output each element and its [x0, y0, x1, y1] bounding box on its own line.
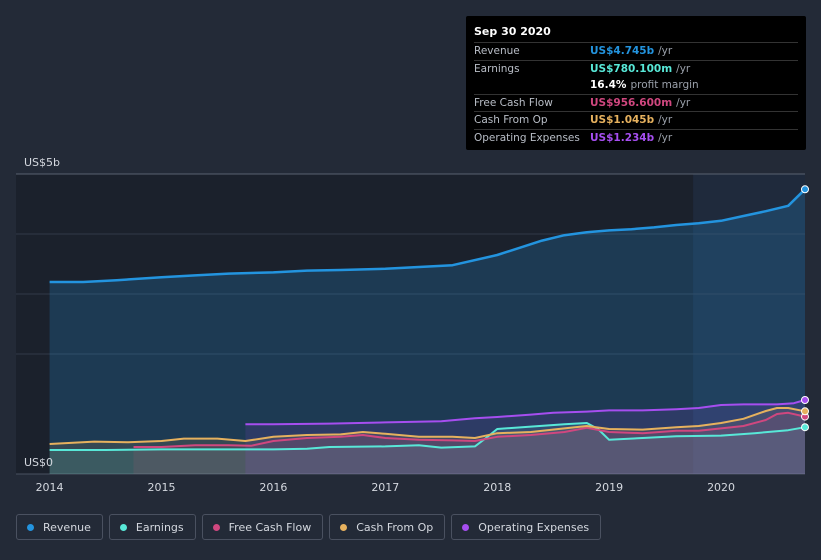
tooltip-row-label: Earnings	[474, 62, 520, 75]
tooltip-row-value: US$780.100m	[590, 62, 673, 75]
legend-item-free-cash-flow[interactable]: Free Cash Flow	[201, 514, 324, 540]
x-tick-label: 2020	[707, 481, 735, 494]
tooltip-row-unit: /yr	[676, 96, 691, 109]
series-lines	[49, 188, 806, 451]
gridlines	[16, 173, 805, 475]
tooltip-row: Revenue US$4.745b/yr	[474, 42, 798, 60]
legend-dot-icon	[119, 523, 127, 531]
cash-from-op-endpoint	[801, 407, 809, 416]
cash-from-op-line	[49, 407, 806, 445]
x-tick-label: 2017	[371, 481, 399, 494]
tooltip-row-value: US$1.234b	[590, 131, 655, 144]
tooltip-row-value: US$1.045b	[590, 114, 655, 127]
x-axis: 2014 2015 2016 2017 2018 2019 2020	[36, 481, 735, 494]
revenue-line	[49, 188, 806, 284]
tooltip-row-label	[474, 77, 590, 94]
tooltip-row-value: 16.4%	[590, 79, 627, 92]
x-tick-label: 2015	[147, 481, 175, 494]
legend-dot-icon	[340, 523, 348, 531]
legend-label: Earnings	[135, 520, 184, 534]
tooltip-row: Earnings US$780.100m/yr	[474, 59, 798, 78]
tooltip-rows: Revenue US$4.745b/yr Earnings US$780.100m/y…	[474, 42, 798, 147]
revenue-endpoint	[801, 185, 809, 194]
legend-dot-icon	[462, 523, 470, 531]
tooltip-row-unit: /yr	[676, 62, 691, 75]
tooltip-row: Operating Expenses US$1.234b/yr	[474, 128, 798, 147]
operating-expenses-area	[245, 400, 805, 474]
earnings-endpoint	[801, 423, 809, 432]
legend-label: Operating Expenses	[478, 520, 590, 534]
operating-expenses-endpoint	[801, 396, 809, 404]
x-tick-label: 2014	[36, 481, 64, 494]
tooltip-row-label: Operating Expenses	[474, 131, 580, 144]
legend-item-cash-from-op[interactable]: Cash From Op	[329, 514, 446, 540]
x-tick-label: 2018	[483, 481, 511, 494]
x-tick-label: 2016	[259, 481, 287, 494]
tooltip-row-label: Free Cash Flow	[474, 96, 553, 109]
tooltip-row-unit: profit margin	[630, 79, 699, 92]
tooltip-row-unit: /yr	[658, 114, 673, 127]
legend: Revenue Earnings Free Cash Flow Cash From O…	[16, 514, 602, 542]
tooltip-row: 16.4% profit margin	[474, 77, 798, 94]
revenue-area	[49, 189, 806, 475]
earnings-area	[49, 423, 806, 474]
legend-item-operating-expenses[interactable]: Operating Expenses	[451, 514, 602, 540]
legend-label: Cash From Op	[356, 520, 434, 534]
free-cash-flow-line	[133, 411, 806, 448]
legend-label: Revenue	[43, 520, 91, 534]
y-axis-top-label: US$5b	[24, 156, 60, 169]
tooltip-date: Sep 30 2020	[474, 25, 551, 38]
x-tick-label: 2019	[595, 481, 623, 494]
cash-from-op-area	[49, 408, 806, 474]
tooltip-row-value: US$956.600m	[590, 96, 673, 109]
tooltip-row: Cash From Op US$1.045b/yr	[474, 111, 798, 129]
tooltip-row-label: Cash From Op	[474, 114, 548, 127]
legend-item-earnings[interactable]: Earnings	[108, 514, 196, 540]
tooltip: Sep 30 2020 Revenue US$4.745b/yr Earnings U…	[466, 16, 806, 150]
series-endpoints	[801, 185, 809, 432]
plot-background	[16, 174, 805, 474]
series-areas	[49, 189, 806, 475]
free-cash-flow-area	[133, 412, 805, 474]
tooltip-row-unit: /yr	[658, 45, 673, 57]
legend-item-revenue[interactable]: Revenue	[16, 514, 103, 540]
tooltip-row: Free Cash Flow US$956.600m/yr	[474, 93, 798, 112]
tooltip-row-unit: /yr	[658, 131, 673, 144]
legend-dot-icon	[27, 523, 34, 531]
legend-label: Free Cash Flow	[228, 520, 312, 534]
operating-expenses-line	[245, 399, 806, 426]
legend-dot-icon	[212, 523, 220, 531]
tooltip-row-label: Revenue	[474, 45, 520, 57]
y-axis-bottom-label: US$0	[24, 456, 53, 469]
tooltip-row-value: US$4.745b	[590, 45, 655, 57]
